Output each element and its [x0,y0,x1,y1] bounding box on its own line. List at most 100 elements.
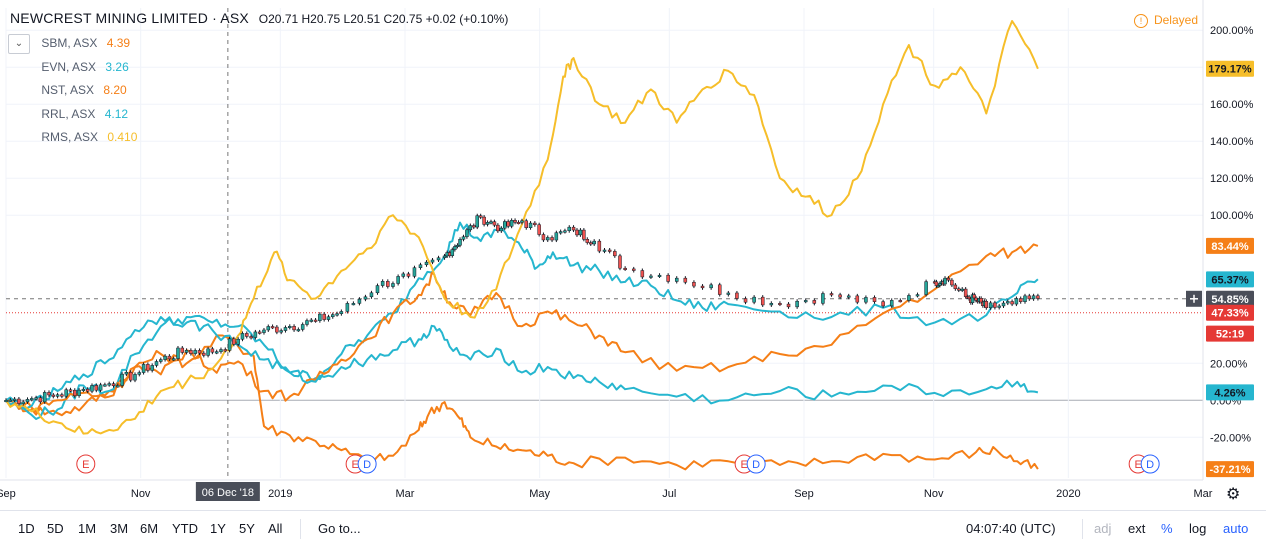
candle-body [107,383,111,386]
range-button-1d[interactable]: 1D [18,521,35,536]
range-button-1y[interactable]: 1Y [210,521,226,536]
earnings-marker-label: E [82,459,89,471]
candle-body [898,300,903,303]
legend-row-rms[interactable]: RMS, ASX 0.410 [8,128,137,152]
candle-body [478,215,483,218]
chart-area[interactable]: 200.00%180.00%160.00%140.00%120.00%100.0… [0,0,1266,510]
candle-body [171,358,176,361]
y-tick-label: 20.00% [1210,358,1248,370]
x-tick-label: Mar [1194,488,1213,500]
candle-body [692,281,696,287]
auto-toggle[interactable]: auto [1223,521,1249,536]
candle-body [180,347,185,353]
candle-body [223,349,228,352]
candle-body [558,231,563,234]
candle-body [803,300,808,303]
candle-body [582,229,586,240]
legend-row-rrl[interactable]: RRL, ASX 4.12 [8,105,137,129]
range-button-3m[interactable]: 3M [110,521,129,536]
candle-body [236,338,240,345]
dividend-marker [357,454,377,474]
range-button-all[interactable]: All [268,521,283,536]
x-tick-label: 2019 [268,488,292,500]
dividend-marker [1140,454,1160,474]
range-button-6m[interactable]: 6M [140,521,159,536]
price-axis-label-text: 83.44% [1211,241,1249,253]
candle-body [55,394,60,397]
clock-readout: 04:07:40 (UTC) [966,521,1056,536]
price-axis-label [1206,271,1254,288]
candle-body [21,401,25,404]
chart-svg[interactable]: 200.00%180.00%160.00%140.00%120.00%100.0… [0,0,1266,510]
candle-body [331,314,335,318]
candle-body [533,222,537,225]
percent-toggle[interactable]: % [1161,521,1173,536]
candle-body [528,222,533,228]
candle-body [537,224,541,235]
range-button-1m[interactable]: 1M [78,521,97,536]
candle-body [450,249,455,256]
candle-body [607,249,612,252]
candle-body [468,225,473,231]
candle-body [94,385,99,391]
candle-body [924,281,928,295]
candle-body [288,326,292,329]
candle-body [305,320,309,325]
candle-body [1018,298,1023,302]
log-toggle[interactable]: log [1189,521,1207,536]
price-axis-label-text: 54.85% [1211,294,1249,306]
candle-body [345,303,350,312]
range-button-5y[interactable]: 5Y [239,521,255,536]
candle-body [752,296,756,303]
candle-body [391,283,395,287]
candle-body [1014,298,1019,305]
range-button-5d[interactable]: 5D [47,521,64,536]
ext-toggle[interactable]: ext [1128,521,1146,536]
candle-body [77,389,81,396]
candle-body [227,338,232,351]
range-button-ytd[interactable]: YTD [172,521,198,536]
candle-body [946,277,951,281]
candle-body [8,399,13,402]
candle-body [418,264,423,268]
candle-body [938,283,942,286]
candle-body [159,359,163,362]
candle-body [950,279,954,286]
candle-body [17,398,21,404]
dividend-marker-label: D [363,459,371,471]
candle-body [872,297,877,302]
candle-body [618,255,622,269]
candle-body [436,257,441,261]
candle-body [412,267,417,277]
candle-body [386,281,390,287]
collapse-chevron-icon[interactable]: ⌄ [8,34,30,54]
adj-toggle[interactable]: adj [1094,521,1112,536]
candle-body [458,239,462,246]
candle-body [455,244,460,247]
gear-icon[interactable]: ⚙ [1226,486,1241,503]
candle-body [506,221,510,227]
price-axis-label-text: -37.21% [1210,464,1251,476]
price-axis-label [1206,384,1254,401]
crosshair-date-label [195,482,260,501]
candle-body [957,288,961,291]
candle-body [492,221,497,226]
price-axis-label [1206,461,1254,478]
candle-body [550,237,554,241]
candle-body [967,296,971,300]
goto-button[interactable]: Go to... [318,521,361,536]
legend-row-nst[interactable]: NST, ASX 8.20 [8,81,137,105]
candle-body [666,274,670,282]
candle-body [176,347,180,359]
legend-name: RRL, ASX [41,106,96,121]
candle-body [133,374,137,381]
candle-body [275,326,279,333]
series-line-sbm [5,334,1039,471]
delayed-badge[interactable]: ! Delayed [1133,13,1198,28]
candle-body [623,267,627,270]
legend-row-sbm[interactable]: ⌄ SBM, ASX 4.39 [8,34,137,58]
candle-body [146,364,150,371]
candle-body [363,296,368,300]
legend-row-evn[interactable]: EVN, ASX 3.26 [8,58,137,82]
dividend-marker-label: D [1146,459,1154,471]
